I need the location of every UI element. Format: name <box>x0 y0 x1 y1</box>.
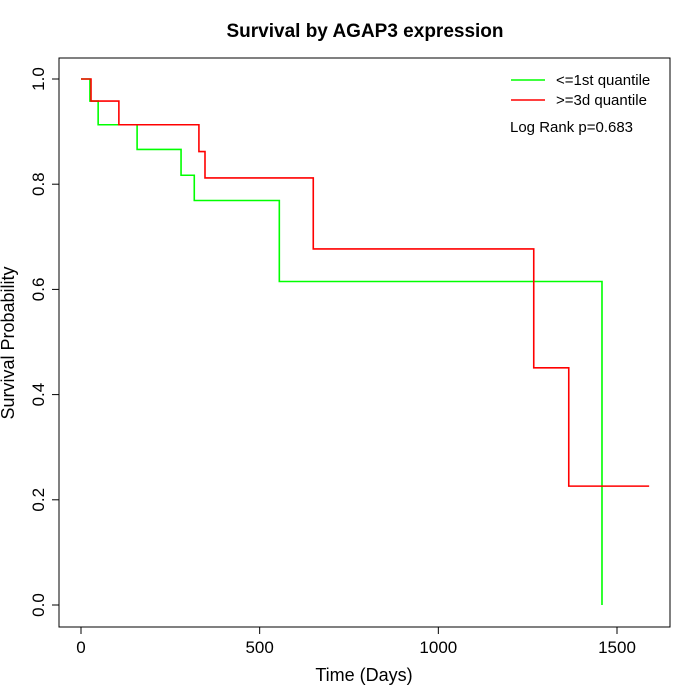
x-axis-label: Time (Days) <box>315 665 412 685</box>
legend-label-2: >=3d quantile <box>556 92 647 109</box>
plot-frame <box>58 57 671 628</box>
y-tick-label: 0.6 <box>29 278 48 302</box>
x-tick-label: 0 <box>76 638 85 657</box>
series-line-2 <box>81 78 650 487</box>
y-tick-label: 0.2 <box>29 488 48 512</box>
x-tick-label: 1500 <box>598 638 636 657</box>
y-tick-label: 1.0 <box>29 67 48 91</box>
x-tick-label: 500 <box>245 638 273 657</box>
y-tick-label: 0.4 <box>29 383 48 407</box>
y-axis-label: Survival Probability <box>0 266 18 419</box>
logrank-annotation: Log Rank p=0.683 <box>510 119 633 136</box>
y-tick-label: 0.8 <box>29 172 48 196</box>
chart-title: Survival by AGAP3 expression <box>226 21 503 42</box>
y-tick-label: 0.0 <box>29 593 48 617</box>
x-tick-label: 1000 <box>419 638 457 657</box>
legend-label-1: <=1st quantile <box>556 72 650 89</box>
